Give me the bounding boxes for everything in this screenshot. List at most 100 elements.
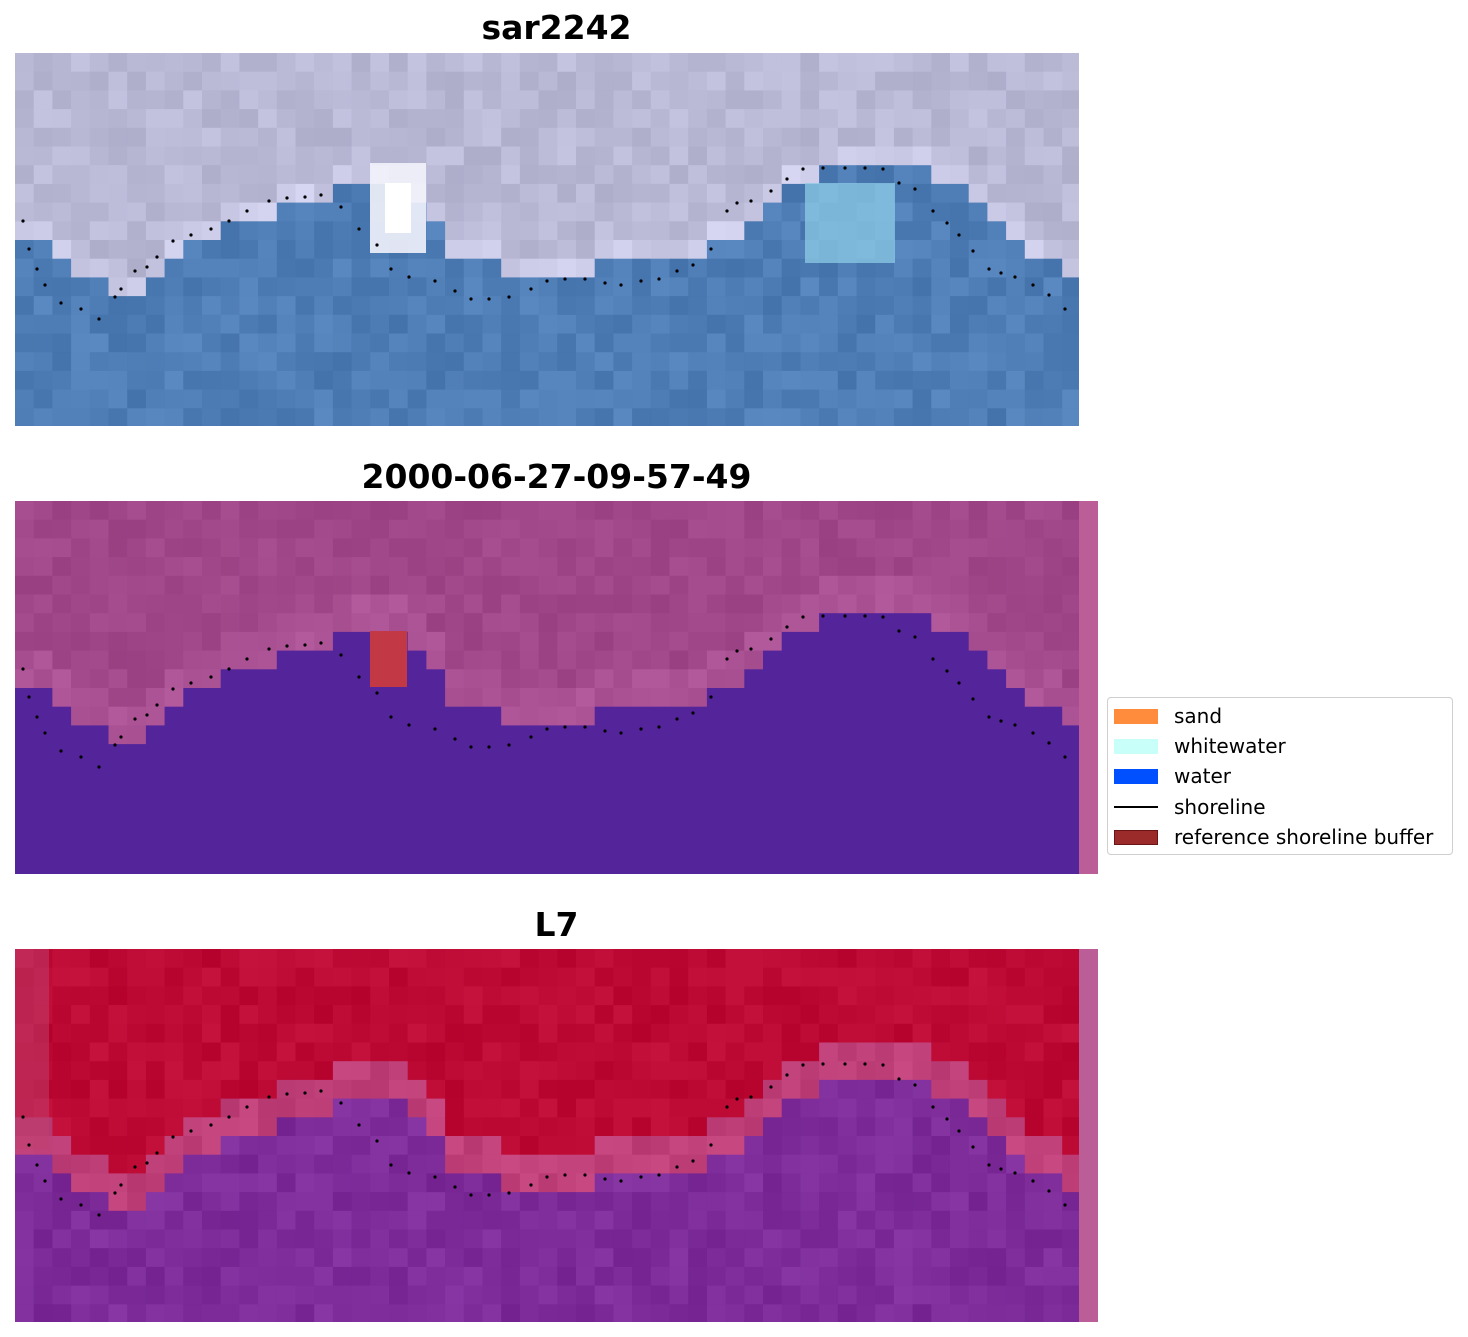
index-pixel	[276, 1042, 297, 1062]
shoreline-point	[453, 289, 457, 293]
image-pixel	[968, 53, 988, 73]
land-pixel	[669, 650, 689, 670]
water-pixel	[89, 856, 110, 874]
water-pixel	[276, 688, 297, 708]
image-pixel	[183, 90, 203, 110]
index-pixel	[875, 1192, 895, 1212]
image-pixel	[1043, 90, 1063, 110]
shoreline-point	[821, 1062, 825, 1066]
image-pixel	[688, 71, 708, 91]
water-pixel	[893, 706, 914, 726]
image-pixel	[744, 333, 764, 353]
water-pixel	[632, 744, 652, 764]
index-pixel	[594, 967, 614, 987]
index-pixel	[1024, 1136, 1045, 1156]
index-pixel	[557, 1098, 577, 1118]
water-pixel	[613, 781, 633, 801]
index-pixel	[688, 1248, 708, 1268]
land-pixel	[295, 519, 315, 539]
index-pixel	[706, 1005, 727, 1025]
index-pixel	[445, 1023, 465, 1044]
image-pixel	[52, 333, 72, 353]
land-pixel	[276, 594, 297, 614]
image-pixel	[164, 202, 184, 222]
land-pixel	[258, 557, 278, 577]
image-pixel	[856, 53, 876, 73]
water-pixel	[557, 856, 577, 874]
image-pixel	[1062, 240, 1079, 260]
land-pixel	[482, 575, 502, 596]
image-pixel	[613, 71, 633, 91]
index-pixel	[987, 949, 1007, 969]
land-pixel	[127, 688, 147, 708]
image-pixel	[763, 146, 783, 166]
image-pixel	[1006, 183, 1026, 204]
index-pixel	[71, 967, 91, 987]
image-pixel	[314, 165, 334, 185]
water-pixel	[389, 856, 409, 874]
land-pixel	[332, 501, 353, 521]
index-pixel	[351, 1173, 371, 1193]
image-pixel	[931, 240, 951, 260]
image-pixel	[781, 146, 801, 166]
index-pixel	[1062, 1173, 1082, 1193]
index-pixel	[688, 949, 708, 969]
shoreline-point	[639, 279, 643, 283]
water-pixel	[426, 800, 446, 820]
index-pixel	[557, 1005, 577, 1025]
image-pixel	[145, 202, 166, 222]
index-pixel	[202, 1154, 222, 1174]
land-pixel	[164, 557, 184, 577]
edge-band	[1079, 949, 1098, 1322]
land-pixel	[725, 669, 745, 689]
image-pixel	[276, 183, 297, 204]
water-pixel	[725, 818, 745, 839]
land-pixel	[332, 613, 353, 633]
water-pixel	[314, 706, 334, 726]
index-pixel	[557, 1248, 577, 1268]
index-pixel	[669, 1229, 689, 1249]
image-pixel	[164, 90, 184, 110]
image-pixel	[202, 183, 222, 204]
index-pixel	[145, 1023, 166, 1044]
land-pixel	[164, 650, 184, 670]
index-pixel	[800, 1285, 820, 1305]
image-pixel	[332, 221, 353, 241]
water-pixel	[220, 818, 240, 839]
water-pixel	[763, 706, 783, 726]
water-pixel	[968, 688, 988, 708]
image-pixel	[501, 389, 521, 409]
image-pixel	[837, 333, 858, 353]
land-pixel	[912, 519, 932, 539]
image-pixel	[706, 258, 727, 278]
index-pixel	[1043, 1023, 1063, 1044]
index-pixel	[987, 1173, 1007, 1193]
index-pixel	[1006, 1210, 1026, 1231]
image-pixel	[669, 370, 689, 391]
shoreline-point	[545, 727, 549, 731]
index-pixel	[987, 1079, 1007, 1100]
image-pixel	[688, 53, 708, 73]
image-pixel	[800, 296, 820, 316]
land-pixel	[950, 519, 970, 539]
water-pixel	[576, 744, 596, 764]
image-pixel	[258, 408, 278, 426]
index-pixel	[725, 1042, 745, 1062]
image-pixel	[950, 333, 970, 353]
land-pixel	[351, 501, 371, 521]
index-pixel	[145, 1079, 166, 1100]
index-pixel	[276, 1079, 297, 1100]
index-pixel	[89, 1192, 110, 1212]
water-pixel	[912, 856, 932, 874]
water-pixel	[893, 688, 914, 708]
image-pixel	[669, 408, 689, 426]
land-pixel	[276, 575, 297, 596]
index-pixel	[164, 1023, 184, 1044]
image-pixel	[893, 53, 914, 73]
index-pixel	[295, 967, 315, 987]
water-pixel	[164, 781, 184, 801]
index-pixel	[538, 1266, 558, 1287]
land-pixel	[1062, 575, 1082, 596]
index-pixel	[819, 1248, 839, 1268]
image-pixel	[145, 165, 166, 185]
